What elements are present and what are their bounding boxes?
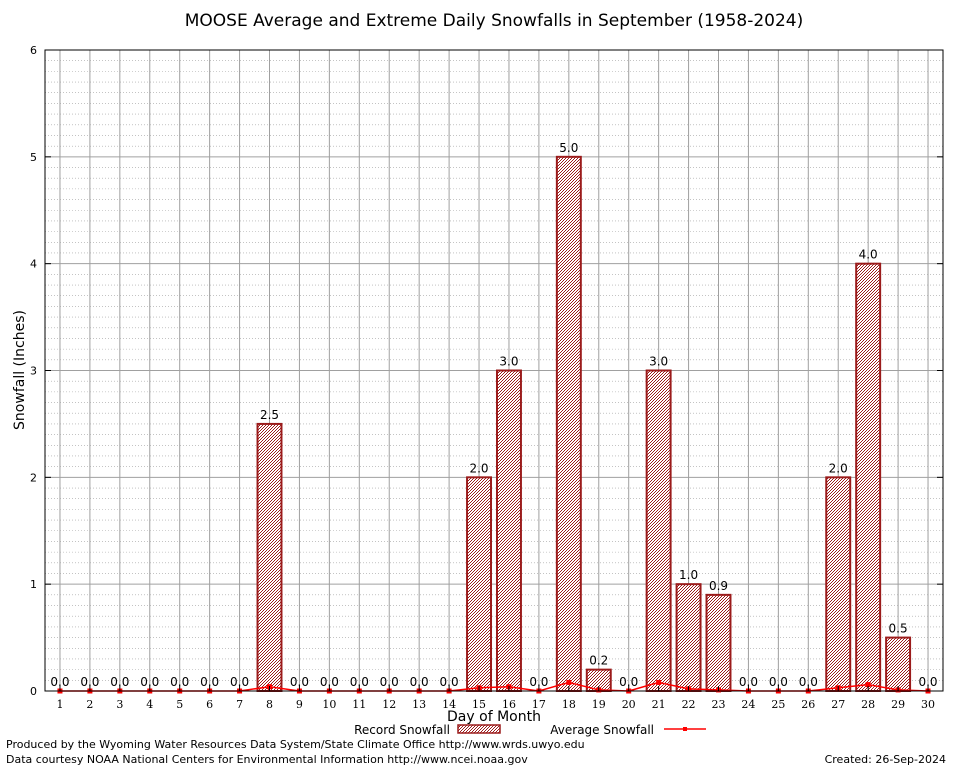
bar-value-label: 0.0 — [170, 675, 189, 689]
bar-value-label: 0.0 — [110, 675, 129, 689]
x-tick-label: 5 — [176, 698, 183, 711]
x-axis-title: Day of Month — [447, 709, 541, 725]
x-tick-label: 26 — [801, 698, 815, 711]
x-tick-label: 1 — [56, 698, 63, 711]
bar-value-label: 0.0 — [769, 675, 788, 689]
bar-value-label: 0.0 — [619, 675, 638, 689]
record-bar-day-15 — [466, 476, 493, 693]
x-tick-label: 15 — [472, 698, 486, 711]
y-tick-label: 1 — [30, 578, 37, 591]
record-bar-day-21 — [645, 369, 672, 692]
bar-value-label: 3.0 — [499, 355, 518, 369]
bar-labels: 0.0 0.0 0.0 0.0 0.0 0.0 0.0 2.5 0.0 0.0 0.0 0.0 0.0 0… — [50, 141, 937, 689]
bar-value-label: 0.0 — [230, 675, 249, 689]
bar-value-label: 0.0 — [140, 675, 159, 689]
bar-value-label: 0.0 — [799, 675, 818, 689]
x-tick-label: 14 — [442, 698, 456, 711]
bar-value-label: 0.9 — [709, 579, 728, 593]
record-bar-day-29 — [885, 636, 912, 692]
x-tick-label: 4 — [146, 698, 153, 711]
bar-value-label: 0.0 — [739, 675, 758, 689]
x-tick-label: 12 — [382, 698, 396, 711]
record-bar-day-8 — [256, 422, 283, 692]
footer-credit-noaa: Data courtesy NOAA National Centers for … — [6, 753, 528, 766]
x-tick-label: 7 — [236, 698, 243, 711]
y-tick-label: 0 — [30, 685, 37, 698]
bar-value-label: 0.0 — [529, 675, 548, 689]
record-bar-day-23 — [705, 593, 732, 692]
average-point-day-28 — [865, 682, 871, 688]
bar-value-label: 0.0 — [440, 675, 459, 689]
x-tick-label: 18 — [562, 698, 576, 711]
record-bar-day-28 — [855, 262, 882, 692]
record-bar-day-27 — [825, 476, 852, 693]
x-tick-label: 23 — [712, 698, 726, 711]
x-tick-label: 13 — [412, 698, 426, 711]
record-bar-day-22 — [675, 583, 702, 693]
bar-value-label: 0.0 — [200, 675, 219, 689]
bar-value-label: 0.0 — [320, 675, 339, 689]
x-tick-label: 9 — [296, 698, 303, 711]
footer-credit-wrds: Produced by the Wyoming Water Resources … — [6, 738, 585, 751]
x-tick-label: 10 — [322, 698, 336, 711]
bar-value-label: 5.0 — [559, 141, 578, 155]
x-tick-label: 28 — [861, 698, 875, 711]
x-tick-label: 17 — [532, 698, 546, 711]
bar-value-label: 2.0 — [829, 461, 848, 475]
y-tick-label: 2 — [30, 471, 37, 484]
bar-value-label: 0.2 — [589, 654, 608, 668]
x-tick-label: 8 — [266, 698, 273, 711]
bar-value-label: 1.0 — [679, 568, 698, 582]
x-tick-label: 24 — [741, 698, 755, 711]
x-tick-label: 2 — [86, 698, 93, 711]
bar-value-label: 2.5 — [260, 408, 279, 422]
bar-value-label: 2.0 — [469, 461, 488, 475]
x-tick-label: 11 — [352, 698, 366, 711]
bar-value-label: 0.0 — [918, 675, 937, 689]
bar-value-label: 0.5 — [889, 622, 908, 636]
y-axis-title: Snowfall (Inches) — [12, 310, 28, 430]
bar-value-label: 0.0 — [410, 675, 429, 689]
chart-title: MOOSE Average and Extreme Daily Snowfall… — [185, 11, 804, 31]
bar-value-label: 0.0 — [290, 675, 309, 689]
y-tick-label: 3 — [30, 365, 37, 378]
created-date: Created: 26-Sep-2024 — [824, 753, 946, 766]
legend-record-swatch — [457, 724, 501, 734]
x-tick-label: 19 — [592, 698, 606, 711]
x-tick-label: 27 — [831, 698, 845, 711]
record-bars — [256, 155, 912, 693]
x-tick-label: 16 — [502, 698, 516, 711]
legend-average-label: Average Snowfall — [550, 723, 654, 737]
grid — [45, 50, 943, 691]
x-tick-label: 20 — [622, 698, 636, 711]
bar-value-label: 0.0 — [380, 675, 399, 689]
x-tick-label: 3 — [116, 698, 123, 711]
record-bar-day-16 — [495, 369, 522, 692]
bar-value-label: 0.0 — [80, 675, 99, 689]
legend-record-label: Record Snowfall — [354, 723, 450, 737]
bar-value-label: 0.0 — [50, 675, 69, 689]
record-bar-day-18 — [555, 155, 582, 693]
x-tick-label: 6 — [206, 698, 213, 711]
bar-value-label: 0.0 — [350, 675, 369, 689]
average-point-day-21 — [656, 679, 662, 685]
y-tick-label: 4 — [30, 258, 37, 271]
x-tick-label: 29 — [891, 698, 905, 711]
x-tick-label: 22 — [682, 698, 696, 711]
x-tick-label: 30 — [921, 698, 935, 711]
y-tick-label: 5 — [30, 151, 37, 164]
y-tick-label: 6 — [30, 44, 37, 57]
x-tick-label: 21 — [652, 698, 666, 711]
legend-average-marker — [683, 727, 687, 731]
x-tick-label: 25 — [771, 698, 785, 711]
bar-value-label: 4.0 — [859, 248, 878, 262]
legend: Record Snowfall Average Snowfall — [354, 723, 706, 737]
average-point-day-18 — [566, 679, 572, 685]
bar-value-label: 3.0 — [649, 355, 668, 369]
